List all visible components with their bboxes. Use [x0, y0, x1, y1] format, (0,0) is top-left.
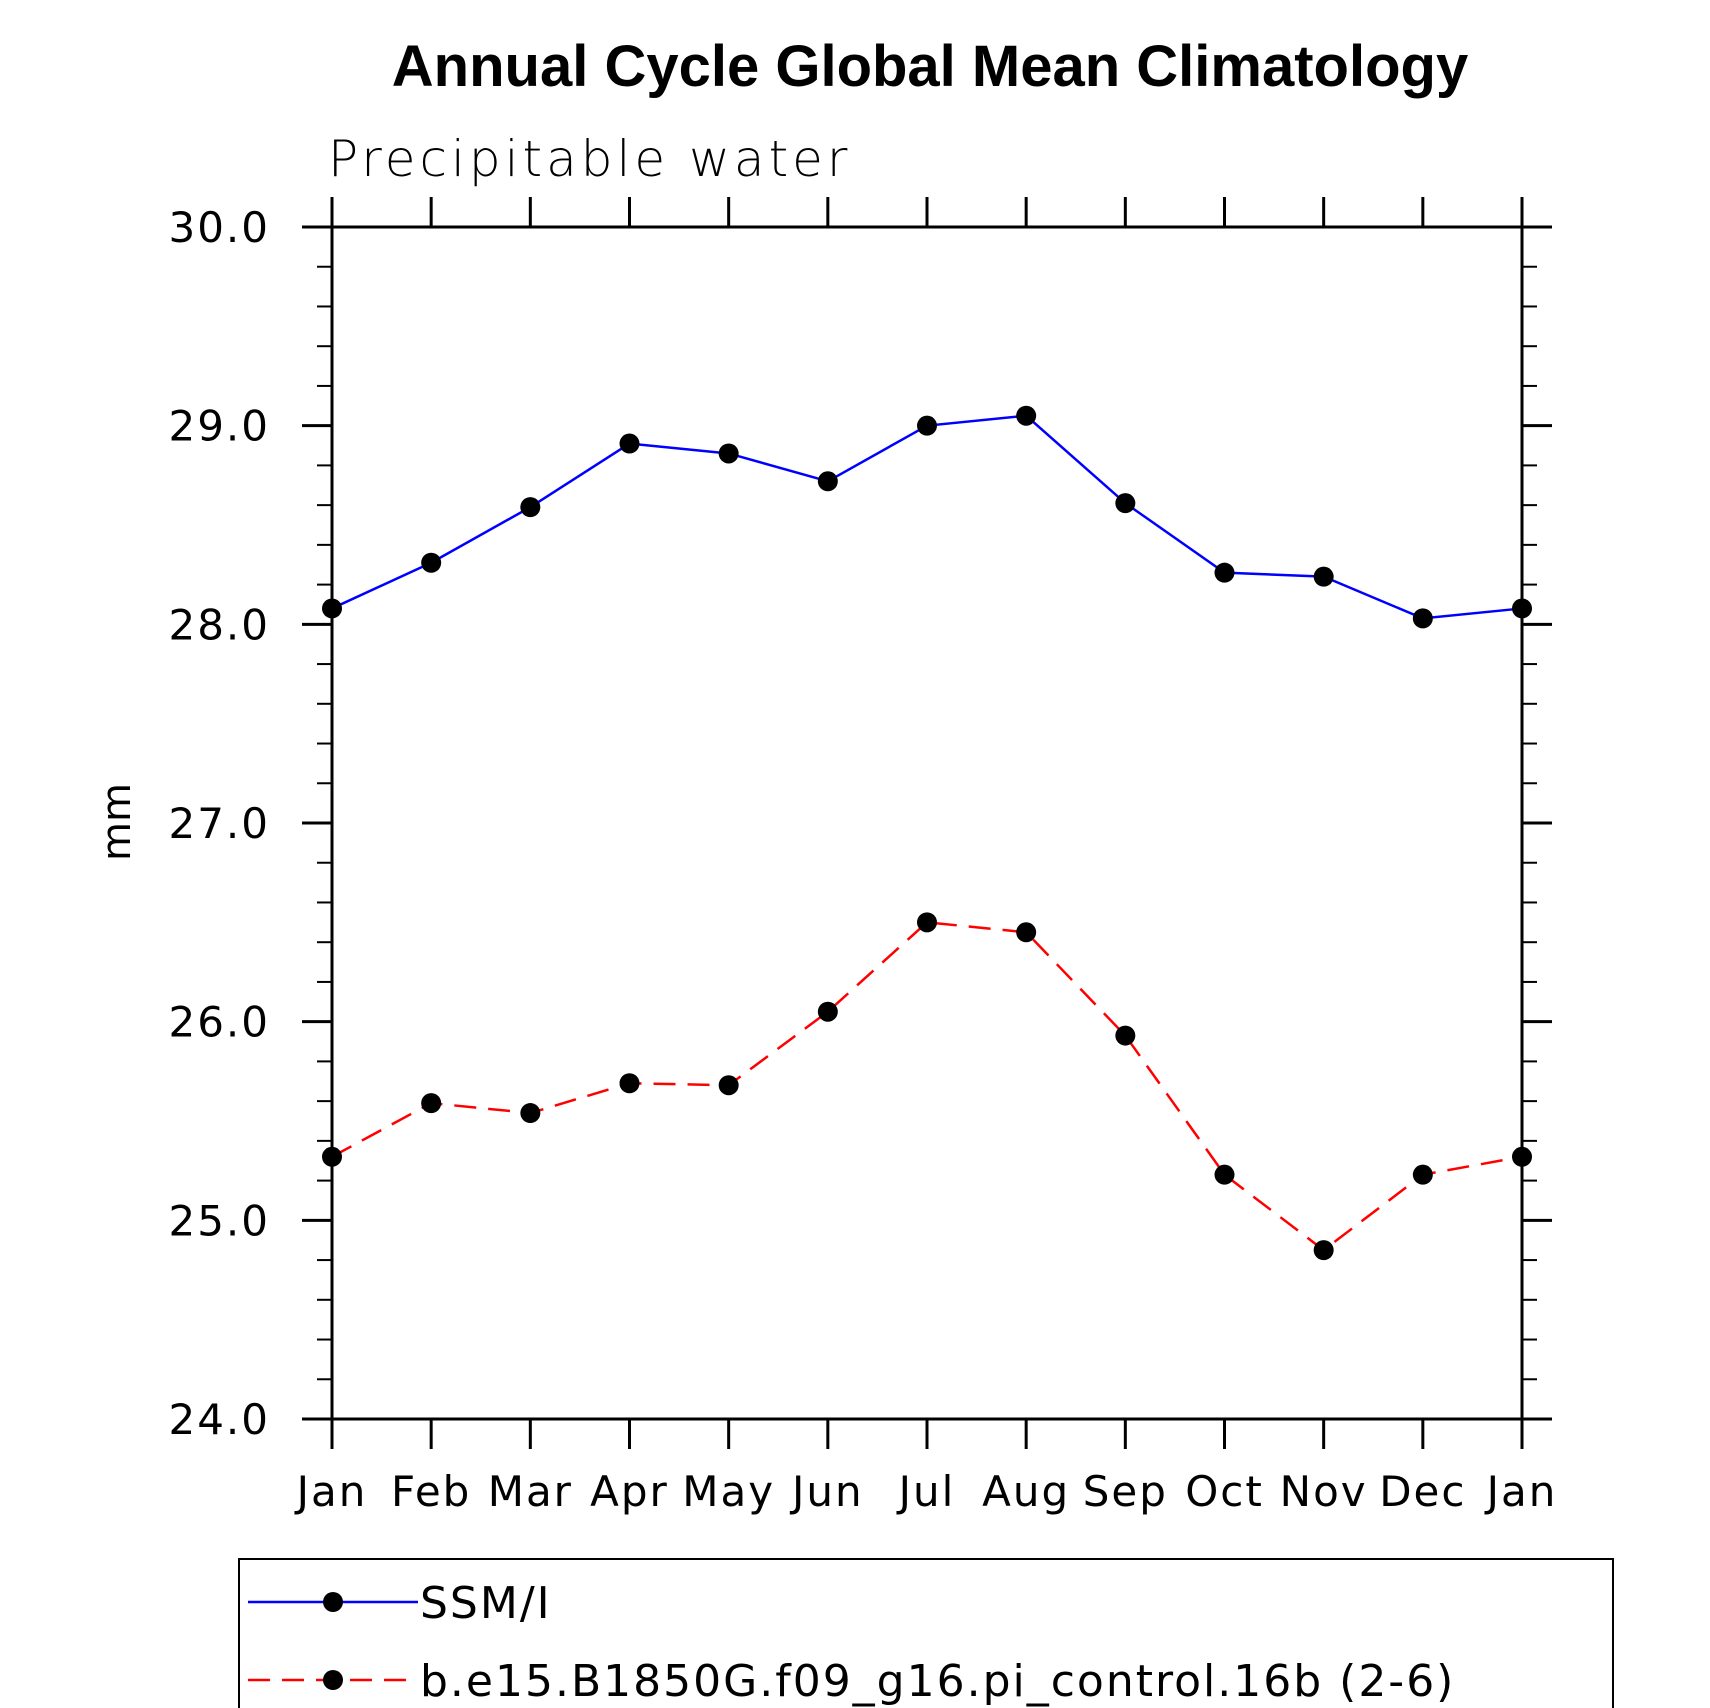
series-layer [322, 405, 1532, 1261]
data-point [421, 1093, 442, 1114]
data-point [619, 1073, 640, 1094]
y-tick-label: 28.0 [168, 600, 270, 649]
data-point [1115, 1025, 1136, 1046]
x-tick-label: Aug [982, 1467, 1070, 1516]
x-tick-label: Jun [789, 1467, 864, 1516]
x-tick-label: May [682, 1467, 775, 1516]
data-point [718, 443, 739, 464]
plot-frame [330, 225, 1524, 1421]
legend: SSM/I b.e15.B1850G.f09_g16.pi_control.16b… [238, 1558, 1614, 1708]
legend-label-1: SSM/I [420, 1578, 552, 1629]
y-tick-label: 30.0 [168, 203, 270, 252]
y-tick-label: 29.0 [168, 402, 270, 451]
data-point [520, 497, 541, 518]
legend-marker-2 [323, 1670, 343, 1690]
y-tick-label: 25.0 [168, 1196, 270, 1245]
axes: Jan Feb Mar Apr May Jun Jul Aug Sep Oct Nov Dec Jan 2… [168, 197, 1558, 1516]
x-tick-label: Jan [1484, 1467, 1558, 1516]
data-point [1016, 922, 1037, 943]
x-tick-label: Mar [488, 1467, 573, 1516]
data-point [322, 1146, 342, 1167]
data-point [1412, 608, 1433, 629]
data-point [817, 1001, 838, 1022]
chart-subtitle: Precipitable water [328, 130, 852, 188]
legend-box [238, 1558, 1614, 1708]
data-point [1313, 566, 1334, 587]
series-line-2 [331, 921, 1523, 1252]
data-point [421, 552, 442, 573]
x-tick-label: Dec [1379, 1467, 1466, 1516]
x-tick-label: Nov [1280, 1467, 1368, 1516]
x-tick-label: Oct [1185, 1467, 1264, 1516]
y-axis-label: mm [94, 783, 140, 861]
legend-label-2: b.e15.B1850G.f09_g16.pi_control.16b (2-6… [420, 1656, 1455, 1707]
data-point [1016, 405, 1037, 426]
data-point [1214, 562, 1235, 583]
y-tick-label: 26.0 [168, 998, 270, 1047]
x-tick-label: Apr [590, 1467, 669, 1516]
x-tick-label: Feb [391, 1467, 471, 1516]
x-tick-label: Jan [294, 1467, 368, 1516]
legend-marker-1 [323, 1592, 343, 1612]
series-line-1 [331, 414, 1523, 620]
chart-title: Annual Cycle Global Mean Climatology [392, 34, 1468, 99]
y-tick-label: 24.0 [168, 1395, 270, 1444]
data-point [1512, 1146, 1532, 1167]
data-point [1214, 1164, 1235, 1185]
data-point [1512, 598, 1532, 619]
data-point [520, 1103, 541, 1124]
y-tick-label: 27.0 [168, 799, 270, 848]
data-point [1412, 1164, 1433, 1185]
data-point [1313, 1240, 1334, 1261]
data-point [718, 1075, 739, 1096]
data-point [917, 912, 937, 933]
data-point [817, 471, 838, 492]
data-point [322, 598, 342, 619]
data-point [619, 433, 640, 454]
data-point [1115, 493, 1136, 514]
x-tick-label: Jul [896, 1467, 956, 1516]
data-point [917, 415, 937, 436]
x-tick-label: Sep [1083, 1467, 1168, 1516]
